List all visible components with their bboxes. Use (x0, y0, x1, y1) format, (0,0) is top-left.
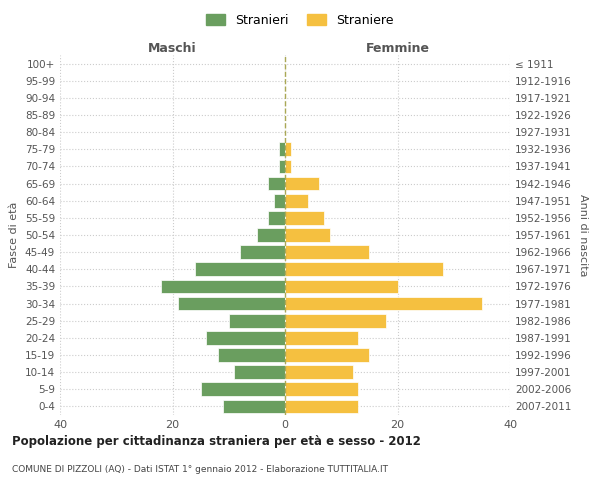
Bar (268, 176, 285, 190)
Text: COMUNE DI PIZZOLI (AQ) - Dati ISTAT 1° gennaio 2012 - Elaborazione TUTTITALIA.IT: COMUNE DI PIZZOLI (AQ) - Dati ISTAT 1° g… (12, 465, 388, 474)
Bar (178, 296, 285, 310)
Bar (195, 262, 285, 276)
Bar (285, 246, 370, 259)
Bar (285, 296, 482, 310)
Bar (285, 382, 358, 396)
Bar (285, 366, 353, 379)
Bar (206, 331, 285, 344)
Legend: Stranieri, Straniere: Stranieri, Straniere (202, 8, 398, 32)
Bar (285, 280, 398, 293)
Text: Femmine: Femmine (365, 42, 430, 55)
Bar (257, 228, 285, 242)
Bar (285, 176, 319, 190)
Bar (285, 331, 358, 344)
Y-axis label: Fasce di età: Fasce di età (10, 202, 19, 268)
Y-axis label: Anni di nascita: Anni di nascita (578, 194, 588, 276)
Bar (200, 382, 285, 396)
Bar (285, 194, 308, 207)
Bar (274, 194, 285, 207)
Bar (280, 160, 285, 173)
Bar (285, 400, 358, 413)
Bar (285, 262, 443, 276)
Bar (240, 246, 285, 259)
Bar (223, 400, 285, 413)
Bar (285, 314, 386, 328)
Text: Popolazione per cittadinanza straniera per età e sesso - 2012: Popolazione per cittadinanza straniera p… (12, 435, 421, 448)
Bar (280, 142, 285, 156)
Bar (268, 211, 285, 224)
Bar (161, 280, 285, 293)
Bar (285, 348, 370, 362)
Bar (285, 160, 290, 173)
Bar (285, 142, 290, 156)
Text: Maschi: Maschi (148, 42, 197, 55)
Bar (235, 366, 285, 379)
Bar (285, 228, 330, 242)
Bar (229, 314, 285, 328)
Bar (285, 211, 325, 224)
Bar (218, 348, 285, 362)
